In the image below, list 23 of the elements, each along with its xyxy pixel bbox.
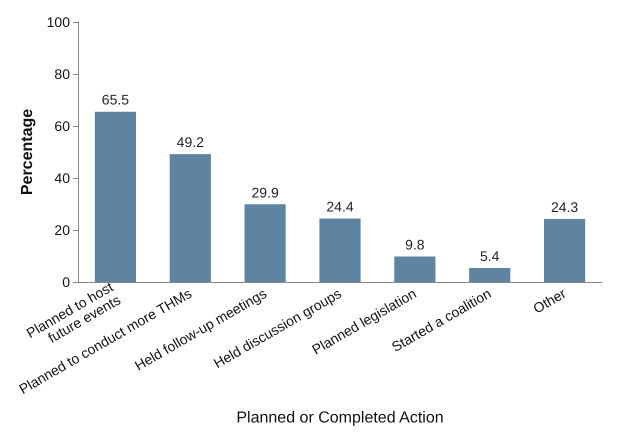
- y-axis-title: Percentage: [19, 108, 36, 196]
- data-label: 49.2: [176, 134, 204, 150]
- data-label: 24.4: [326, 198, 354, 215]
- data-label: 9.8: [405, 236, 425, 253]
- y-tick-label: 80: [54, 66, 70, 82]
- bar: [469, 268, 510, 282]
- bar: [170, 154, 211, 282]
- bar: [244, 204, 286, 282]
- x-tick-label: Other: [530, 284, 569, 316]
- y-tick-label: 60: [54, 118, 70, 134]
- y-tick-label: 40: [54, 170, 70, 186]
- bar: [394, 256, 436, 282]
- y-tick-label: 100: [46, 14, 70, 30]
- data-label: 65.5: [102, 92, 130, 108]
- data-label: 5.4: [480, 248, 500, 264]
- bar: [319, 218, 361, 282]
- x-axis-title: Planned or Completed Action: [236, 410, 444, 426]
- data-label: 29.9: [252, 184, 279, 200]
- y-tick-label: 0: [62, 274, 70, 290]
- bar: [94, 112, 136, 282]
- bar: [544, 218, 586, 282]
- y-tick-label: 20: [54, 222, 70, 238]
- data-label: 24.3: [550, 198, 578, 215]
